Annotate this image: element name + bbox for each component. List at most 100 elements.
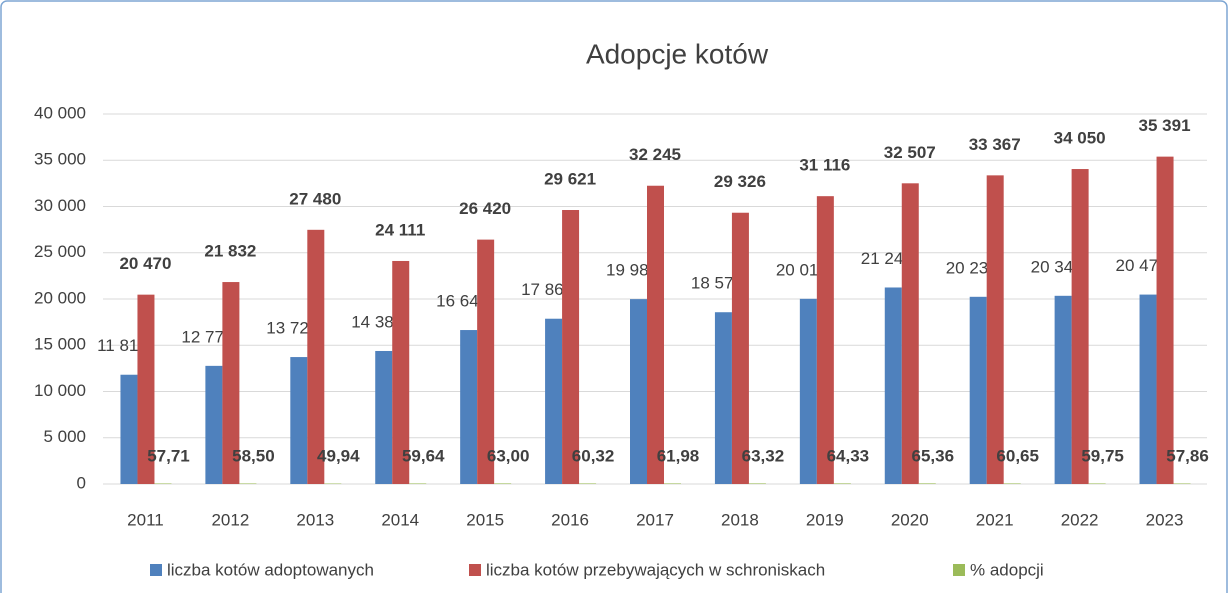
data-label: 65,36 [911, 446, 954, 465]
bar [562, 210, 580, 485]
legend-swatch [469, 564, 481, 576]
data-label: 12 772 [181, 327, 233, 346]
bar [120, 374, 138, 484]
bar [307, 229, 325, 484]
y-tick-label: 40 000 [34, 103, 86, 122]
x-tick-label: 2014 [381, 510, 419, 529]
data-label: 57,86 [1166, 446, 1209, 465]
data-label: 34 050 [1054, 129, 1106, 148]
data-label: 60,32 [572, 446, 615, 465]
bar [290, 357, 308, 484]
bar [833, 483, 851, 484]
bar [969, 296, 987, 484]
data-label: 59,75 [1081, 446, 1124, 465]
bar [154, 483, 172, 484]
bar [986, 175, 1004, 484]
bar [816, 196, 834, 484]
bar [731, 212, 749, 484]
x-tick-label: 2011 [127, 510, 164, 529]
y-tick-label: 30 000 [34, 196, 86, 215]
data-label: 27 480 [289, 189, 341, 208]
data-label: 63,32 [742, 446, 785, 465]
bar [494, 483, 512, 484]
y-tick-label: 15 000 [34, 335, 86, 354]
data-label: 20 470 [119, 254, 171, 273]
data-label: 49,94 [317, 446, 360, 465]
x-tick-label: 2019 [806, 510, 844, 529]
data-label: 13 723 [266, 319, 318, 338]
x-tick-label: 2015 [466, 510, 504, 529]
x-tick-label: 2023 [1146, 510, 1184, 529]
bar [375, 350, 393, 484]
data-label: 14 380 [351, 312, 403, 331]
data-label: 19 985 [606, 261, 658, 280]
bar [545, 318, 563, 484]
bar [799, 298, 817, 484]
bar [901, 183, 919, 485]
bar [918, 483, 936, 484]
data-label: 26 420 [459, 199, 511, 218]
bar [1088, 483, 1106, 484]
bar [1139, 294, 1157, 484]
y-tick-label: 5 000 [43, 427, 86, 446]
data-label: 35 391 [1139, 116, 1191, 135]
data-label: 29 621 [544, 169, 596, 188]
data-label: 33 367 [969, 135, 1021, 154]
bar [1071, 169, 1089, 484]
data-label: 32 507 [884, 143, 936, 162]
bar [748, 483, 766, 484]
data-label: 64,33 [827, 446, 870, 465]
legend-label: liczba kotów adoptowanych [167, 560, 374, 579]
data-label: 17 868 [521, 280, 573, 299]
bar [884, 287, 902, 484]
y-tick-label: 10 000 [34, 381, 86, 400]
data-label: 58,50 [232, 446, 275, 465]
x-tick-label: 2016 [551, 510, 589, 529]
bar [1156, 156, 1174, 485]
bar [392, 260, 410, 484]
bar [647, 185, 664, 484]
data-label: 31 116 [799, 156, 850, 175]
bar [714, 312, 732, 484]
legend-swatch [150, 564, 162, 576]
x-tick-label: 2021 [976, 510, 1014, 529]
data-label: 61,98 [657, 446, 700, 465]
bar [477, 239, 495, 484]
data-label: 21 245 [861, 249, 913, 268]
data-label: 21 832 [204, 242, 256, 261]
x-tick-label: 2018 [721, 510, 759, 529]
data-label: 60,65 [996, 446, 1039, 465]
bar [137, 294, 155, 484]
data-label: 63,00 [487, 446, 530, 465]
data-label: 20 237 [946, 258, 998, 277]
legend-label: % adopcji [970, 560, 1044, 579]
data-label: 20 345 [1031, 257, 1083, 276]
bar [630, 299, 647, 484]
bar [460, 330, 478, 484]
bar [1003, 483, 1021, 484]
bar [409, 483, 427, 484]
data-label: 57,71 [147, 446, 190, 465]
x-tick-label: 2020 [891, 510, 929, 529]
bar [1054, 295, 1072, 484]
bar [579, 483, 597, 484]
y-tick-label: 20 000 [34, 288, 86, 307]
data-label: 29 326 [714, 172, 766, 191]
legend-swatch [953, 564, 965, 576]
data-label: 32 245 [629, 145, 681, 164]
data-label: 24 111 [375, 220, 425, 239]
bar [1173, 483, 1191, 484]
bar [664, 483, 681, 484]
data-label: 59,64 [402, 446, 445, 465]
legend-label: liczba kotów przebywających w schroniska… [486, 560, 825, 579]
data-label: 11 813 [97, 336, 148, 355]
x-tick-label: 2017 [636, 510, 674, 529]
bar [222, 282, 240, 484]
data-label: 20 478 [1116, 256, 1168, 275]
y-tick-label: 35 000 [34, 150, 86, 169]
data-label: 20 017 [776, 260, 828, 279]
bar [239, 483, 257, 484]
data-label: 18 570 [691, 274, 743, 293]
